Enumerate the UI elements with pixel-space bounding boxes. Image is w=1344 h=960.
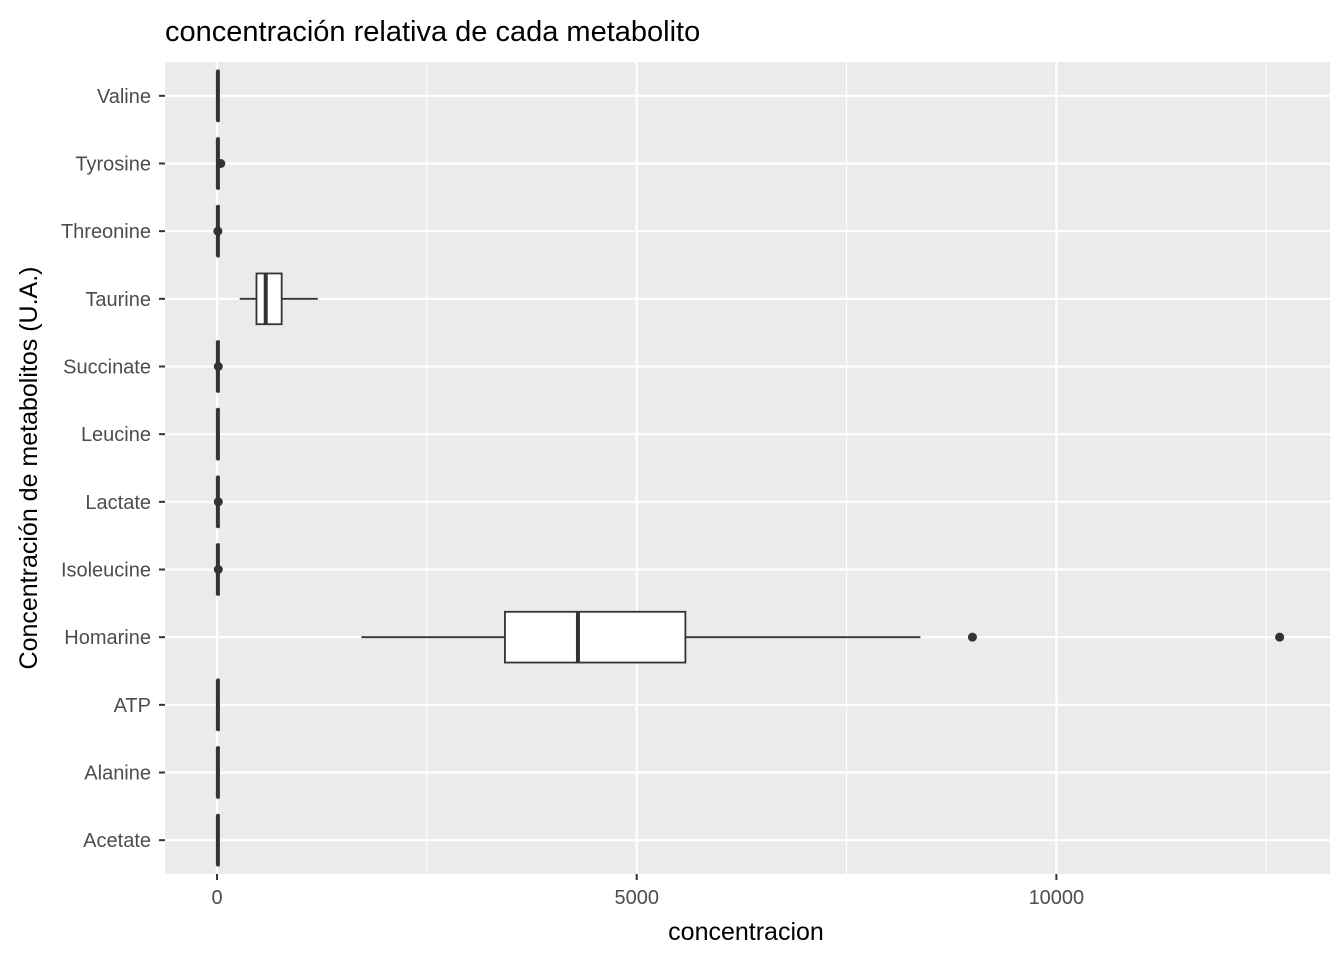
y-tick-label: ATP [114,695,151,717]
plot-panel [165,62,1330,874]
x-tick-label: 10000 [1029,887,1085,909]
y-tick-label: Homarine [64,627,151,649]
y-tick-label: Threonine [61,221,151,243]
box-iqr [504,610,687,664]
x-tick-label: 0 [211,887,222,909]
box-marks [213,69,1285,867]
box-taurine [239,272,318,326]
box-succinate [213,340,223,393]
x-axis-title: concentracion [668,918,824,946]
box-atp [215,678,220,732]
y-tick-label: Alanine [84,763,151,785]
outlier-point [213,497,223,507]
box-isoleucine [213,543,223,596]
panel-background [165,62,1330,874]
y-tick-label: Succinate [63,357,151,379]
y-tick-label: Leucine [81,424,151,446]
y-tick-label: Acetate [83,830,151,852]
x-tick-label: 5000 [614,887,659,909]
outlier-point [216,159,226,168]
y-tick-label: Isoleucine [61,560,151,582]
box-leucine [215,407,220,461]
y-tick-label: Tyrosine [75,154,151,176]
y-axis: Acetate Alanine ATP Homarine Isoleucine Lacta… [61,86,165,852]
box-iqr [255,272,283,326]
y-tick-label: Valine [97,86,151,108]
outlier-point [967,632,977,642]
box-acetate [215,813,220,867]
x-axis: 0 5000 10000 [211,874,1084,909]
y-tick-label: Lactate [85,492,151,514]
box-threonine [213,204,223,258]
outlier-point [1275,632,1285,642]
box-valine [215,69,220,123]
box-homarine [361,610,1285,664]
outlier-point [213,362,223,371]
chart-title: concentración relativa de cada metabolit… [165,16,700,48]
box-alanine [215,746,220,799]
y-axis-title: Concentración de metabolitos (U.A.) [15,267,43,670]
y-tick-label: Taurine [85,289,151,311]
box-tyrosine [215,137,226,190]
outlier-point [213,565,223,574]
outlier-point [213,226,223,236]
box-lactate [213,475,223,529]
